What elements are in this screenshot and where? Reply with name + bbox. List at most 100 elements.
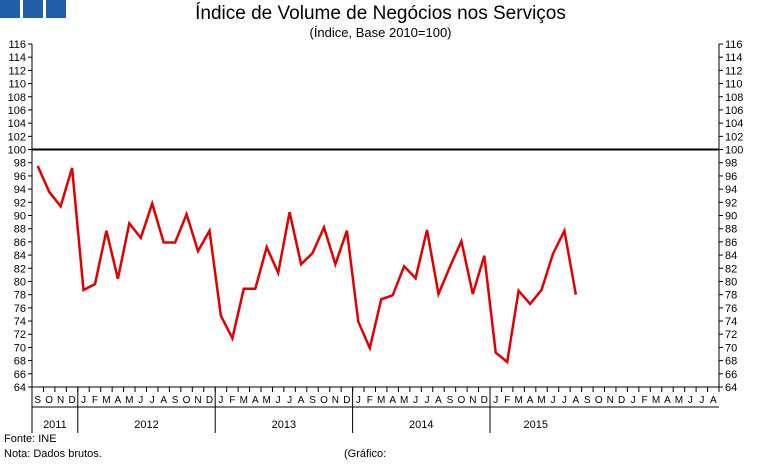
y-tick-label-right: 110 <box>725 79 743 91</box>
month-label: D <box>481 395 488 406</box>
y-tick-label-left: 100 <box>8 145 26 157</box>
y-tick-label-right: 72 <box>725 329 737 341</box>
month-label: S <box>309 395 316 406</box>
y-tick-label-right: 98 <box>725 158 737 170</box>
month-label: M <box>514 395 522 406</box>
month-label: F <box>504 395 510 406</box>
month-label: J <box>425 395 430 406</box>
y-tick-label-right: 96 <box>725 171 737 183</box>
month-label: M <box>102 395 110 406</box>
month-label: M <box>675 395 683 406</box>
month-label: M <box>652 395 660 406</box>
month-label: A <box>298 395 305 406</box>
y-tick-label-left: 96 <box>14 171 26 183</box>
y-tick-label-right: 88 <box>725 224 737 236</box>
month-label: M <box>537 395 545 406</box>
month-label: J <box>631 395 636 406</box>
month-label: A <box>664 395 671 406</box>
source-note: Fonte: INE <box>4 433 57 445</box>
month-label: N <box>194 395 201 406</box>
ine-logo-icon <box>23 0 43 18</box>
year-label: 2014 <box>409 419 433 431</box>
month-label: O <box>595 395 603 406</box>
month-label: F <box>367 395 373 406</box>
month-label: O <box>45 395 53 406</box>
month-label: M <box>125 395 133 406</box>
month-label: D <box>343 395 350 406</box>
y-tick-label-left: 90 <box>14 211 26 223</box>
y-tick-label-right: 116 <box>725 39 743 51</box>
month-label: N <box>469 395 476 406</box>
y-tick-label-right: 68 <box>725 356 737 368</box>
month-label: M <box>263 395 271 406</box>
y-tick-label-right: 80 <box>725 276 737 288</box>
month-label: A <box>389 395 396 406</box>
y-tick-label-right: 104 <box>725 118 743 130</box>
month-label: J <box>550 395 555 406</box>
year-label: 2012 <box>134 419 158 431</box>
y-tick-label-right: 74 <box>725 316 737 328</box>
month-label: N <box>607 395 614 406</box>
y-tick-label-left: 80 <box>14 276 26 288</box>
y-tick-label-right: 76 <box>725 303 737 315</box>
month-label: S <box>584 395 591 406</box>
month-label: O <box>457 395 465 406</box>
y-tick-label-left: 82 <box>14 263 26 275</box>
month-label: J <box>562 395 567 406</box>
year-label: 2013 <box>272 419 296 431</box>
month-label: A <box>573 395 580 406</box>
month-label: A <box>710 395 717 406</box>
month-label: J <box>81 395 86 406</box>
graphic-note: (Gráfico: <box>344 448 387 460</box>
y-tick-label-right: 84 <box>725 250 737 262</box>
y-tick-label-left: 70 <box>14 342 26 354</box>
y-tick-label-left: 64 <box>14 382 26 394</box>
month-label: S <box>172 395 179 406</box>
y-tick-label-left: 92 <box>14 197 26 209</box>
month-label: J <box>287 395 292 406</box>
month-label: A <box>527 395 534 406</box>
year-label: 2011 <box>43 419 67 431</box>
y-tick-label-left: 84 <box>14 250 26 262</box>
y-tick-label-left: 76 <box>14 303 26 315</box>
month-label: M <box>400 395 408 406</box>
data-note: Nota: Dados brutos. <box>4 448 102 460</box>
month-label: J <box>699 395 704 406</box>
data-series-line <box>36 165 578 365</box>
y-tick-label-right: 94 <box>725 184 737 196</box>
y-tick-label-right: 114 <box>725 52 743 64</box>
y-tick-label-left: 110 <box>8 79 26 91</box>
y-tick-label-left: 104 <box>8 118 26 130</box>
month-label: D <box>618 395 625 406</box>
y-tick-label-left: 108 <box>8 92 26 104</box>
month-label: S <box>447 395 454 406</box>
y-tick-label-left: 72 <box>14 329 26 341</box>
y-tick-label-left: 88 <box>14 224 26 236</box>
y-tick-label-right: 66 <box>725 369 737 381</box>
y-tick-label-left: 114 <box>8 52 26 64</box>
month-label: O <box>183 395 191 406</box>
month-label: F <box>229 395 235 406</box>
month-label: S <box>34 395 41 406</box>
y-tick-label-right: 90 <box>725 211 737 223</box>
month-label: A <box>252 395 259 406</box>
month-label: J <box>688 395 693 406</box>
month-label: F <box>642 395 648 406</box>
y-tick-label-left: 112 <box>8 65 26 77</box>
month-label: J <box>356 395 361 406</box>
month-label: J <box>218 395 223 406</box>
y-tick-label-right: 102 <box>725 131 743 143</box>
month-label: N <box>332 395 339 406</box>
month-label: D <box>68 395 75 406</box>
y-tick-label-right: 64 <box>725 382 737 394</box>
month-label: J <box>413 395 418 406</box>
month-label: D <box>206 395 213 406</box>
month-label: J <box>276 395 281 406</box>
ine-logo-icon <box>0 0 20 18</box>
y-tick-label-right: 78 <box>725 290 737 302</box>
y-tick-label-left: 66 <box>14 369 26 381</box>
month-label: J <box>493 395 498 406</box>
month-label: J <box>150 395 155 406</box>
month-label: M <box>377 395 385 406</box>
